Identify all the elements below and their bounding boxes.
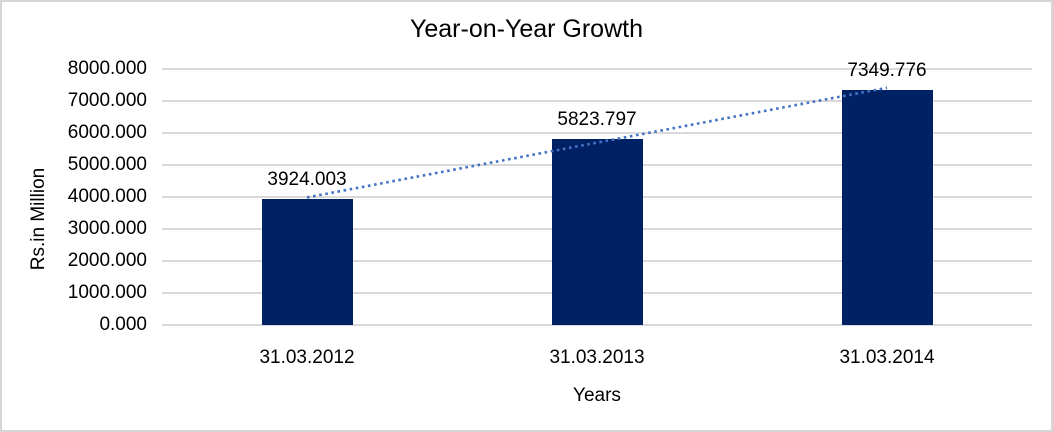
x-tick-label: 31.03.2013 [549, 347, 645, 368]
trendline [306, 86, 888, 199]
bar-31.03.2013 [551, 138, 643, 325]
gridline [162, 324, 1032, 326]
y-tick-label: 8000.000 [67, 58, 147, 79]
gridline [162, 132, 1032, 134]
y-tick-label: 5000.000 [67, 154, 147, 175]
gridline [162, 100, 1032, 102]
x-tick-label: 31.03.2014 [839, 347, 935, 368]
x-tick-label: 31.03.2012 [259, 347, 355, 368]
bar-data-label: 5823.797 [557, 108, 637, 130]
x-axis-tick-labels: 31.03.2012 31.03.2013 31.03.2014 [162, 346, 1032, 370]
bar-31.03.2014 [841, 89, 933, 325]
y-tick-label: 1000.000 [67, 282, 147, 303]
gridline [162, 68, 1032, 70]
plot-area: 3924.003 5823.797 7349.776 [162, 60, 1032, 326]
bar-data-label: 7349.776 [847, 59, 927, 81]
x-axis-title: Years [573, 385, 621, 406]
y-tick-label: 7000.000 [67, 90, 147, 111]
y-tick-label: 4000.000 [67, 186, 147, 207]
y-tick-label: 3000.000 [67, 218, 147, 239]
y-tick-label: 0.000 [99, 314, 147, 335]
y-tick-label: 6000.000 [67, 122, 147, 143]
bar-31.03.2012 [261, 199, 353, 325]
y-axis-tick-labels: 8000.000 7000.000 6000.000 5000.000 4000.000… [2, 58, 147, 335]
bar-data-label: 3924.003 [267, 169, 347, 191]
chart-title: Year-on-Year Growth [409, 15, 643, 43]
y-tick-label: 2000.000 [67, 250, 147, 271]
